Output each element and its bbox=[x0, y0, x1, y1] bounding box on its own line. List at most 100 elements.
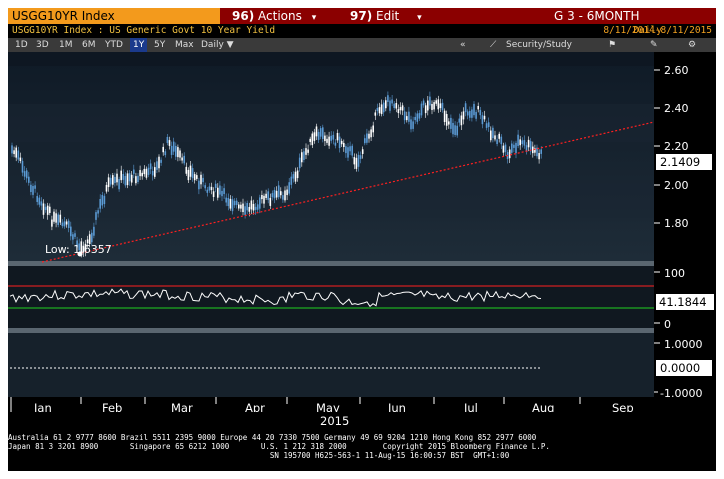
edit-pencil-icon[interactable]: ✎ bbox=[650, 40, 658, 50]
candle-body bbox=[269, 197, 272, 206]
edit-menu[interactable]: 97) Edit ▾ bbox=[350, 8, 422, 26]
candle-body bbox=[97, 210, 99, 214]
gear-icon[interactable]: ⚙ bbox=[688, 40, 697, 50]
candle-body bbox=[418, 113, 421, 119]
month-label: Sep bbox=[612, 401, 634, 412]
year-label: 2015 bbox=[320, 414, 350, 428]
footer-contacts: Australia 61 2 9777 8600 Brazil 5511 239… bbox=[8, 433, 716, 460]
candle-body bbox=[359, 155, 362, 159]
candle-body bbox=[366, 133, 368, 143]
candle-body bbox=[412, 121, 414, 129]
candle-body bbox=[424, 105, 427, 114]
candle-body bbox=[175, 145, 177, 157]
candle-body bbox=[76, 240, 78, 248]
candle-body bbox=[422, 100, 425, 106]
candle-body bbox=[149, 163, 152, 170]
candle-body bbox=[315, 126, 318, 137]
tab-5y[interactable]: 5Y bbox=[154, 40, 166, 50]
candle-body bbox=[458, 118, 461, 123]
candle-body bbox=[525, 145, 528, 152]
bloomberg-terminal-window: USGG10YR Index 96) Actions ▾ 97) Edit ▾ … bbox=[8, 8, 716, 471]
candle-body bbox=[126, 173, 129, 186]
price-tick-label: 2.00 bbox=[664, 179, 689, 192]
candle-body bbox=[403, 111, 406, 121]
candle-body bbox=[244, 206, 246, 215]
rsi-line bbox=[9, 288, 542, 308]
candle-body bbox=[324, 135, 326, 142]
candle-body bbox=[34, 185, 36, 189]
candle-body bbox=[523, 140, 526, 146]
candle-body bbox=[91, 232, 93, 243]
low-marker bbox=[77, 251, 83, 257]
candle-body bbox=[282, 195, 284, 200]
candle-body bbox=[332, 134, 335, 140]
candle-body bbox=[473, 103, 475, 116]
rsi-last-value: 41.1844 bbox=[659, 295, 707, 309]
candle-body bbox=[95, 212, 97, 220]
tab-1d[interactable]: 1D bbox=[15, 40, 28, 50]
candle-body bbox=[433, 102, 435, 110]
candle-body bbox=[59, 214, 62, 223]
candle-body bbox=[328, 136, 330, 146]
security-study-button[interactable]: Security/Study bbox=[506, 40, 572, 50]
date-range[interactable]: 8/11/2014-8/11/2015 bbox=[603, 25, 712, 36]
ticker-field[interactable]: USGG10YR Index bbox=[8, 8, 220, 24]
price-tick-label: 2.20 bbox=[664, 140, 689, 153]
candle-body bbox=[154, 167, 156, 177]
tab-ytd[interactable]: YTD bbox=[105, 40, 123, 50]
tab-1m[interactable]: 1M bbox=[59, 40, 73, 50]
collapse-button[interactable]: « bbox=[460, 40, 466, 50]
edit-menu-label: Edit bbox=[376, 9, 400, 23]
candle-body bbox=[74, 233, 76, 237]
candle-body bbox=[53, 211, 55, 222]
footer-line: SN 195700 H625-563-1 11-Aug-15 16:00:57 … bbox=[8, 451, 510, 460]
study-axis: 1.0000 -1.0000 bbox=[660, 338, 703, 400]
candle-body bbox=[217, 187, 219, 198]
candle-body bbox=[231, 199, 234, 212]
candle-body bbox=[93, 226, 95, 236]
candle-body bbox=[469, 110, 471, 118]
candle-body bbox=[46, 205, 49, 215]
candle-body bbox=[221, 190, 223, 197]
price-panel bbox=[8, 52, 654, 261]
chart-area[interactable]: Low: 1.6357 2.60 2.40 2.20 2.00 1.80 2.1… bbox=[8, 52, 716, 412]
tab-1y[interactable]: 1Y bbox=[130, 38, 148, 52]
candle-body bbox=[334, 142, 337, 146]
month-label: Jul bbox=[463, 401, 478, 412]
candle-body bbox=[86, 239, 89, 244]
security-description: USGG10YR Index : US Generic Govt 10 Year… bbox=[12, 25, 276, 36]
candle-body bbox=[452, 122, 454, 135]
candle-body bbox=[185, 166, 188, 174]
candle-body bbox=[116, 173, 118, 183]
period-select[interactable]: Daily ▼ bbox=[201, 40, 234, 50]
candle-body bbox=[534, 148, 536, 153]
candle-body bbox=[361, 149, 364, 154]
tab-max[interactable]: Max bbox=[175, 40, 194, 50]
actions-menu[interactable]: 96) Actions ▾ bbox=[232, 8, 316, 26]
candle-body bbox=[267, 191, 269, 200]
price-tick-label: 1.80 bbox=[664, 217, 689, 230]
candle-body bbox=[494, 135, 496, 140]
candle-body bbox=[330, 135, 332, 141]
candle-body bbox=[263, 195, 265, 204]
panel-divider bbox=[8, 328, 654, 333]
tab-3d[interactable]: 3D bbox=[36, 40, 49, 50]
month-label: Mar bbox=[171, 401, 193, 412]
flag-icon[interactable]: ⚑ bbox=[608, 40, 617, 50]
tab-6m[interactable]: 6M bbox=[82, 40, 96, 50]
candle-body bbox=[120, 170, 122, 181]
candle-body bbox=[17, 150, 20, 160]
candle-body bbox=[277, 185, 280, 198]
study-last-box bbox=[656, 360, 712, 376]
candle-body bbox=[170, 145, 173, 155]
chart-line-icon[interactable]: ⟋ bbox=[490, 40, 497, 50]
candle-body bbox=[225, 197, 227, 203]
candle-body bbox=[114, 176, 116, 184]
candle-body bbox=[477, 106, 479, 110]
candle-body bbox=[349, 146, 351, 152]
candle-body bbox=[210, 186, 213, 191]
candle-body bbox=[391, 99, 393, 104]
candle-body bbox=[376, 107, 379, 112]
candle-body bbox=[401, 105, 404, 111]
candle-body bbox=[261, 195, 263, 200]
